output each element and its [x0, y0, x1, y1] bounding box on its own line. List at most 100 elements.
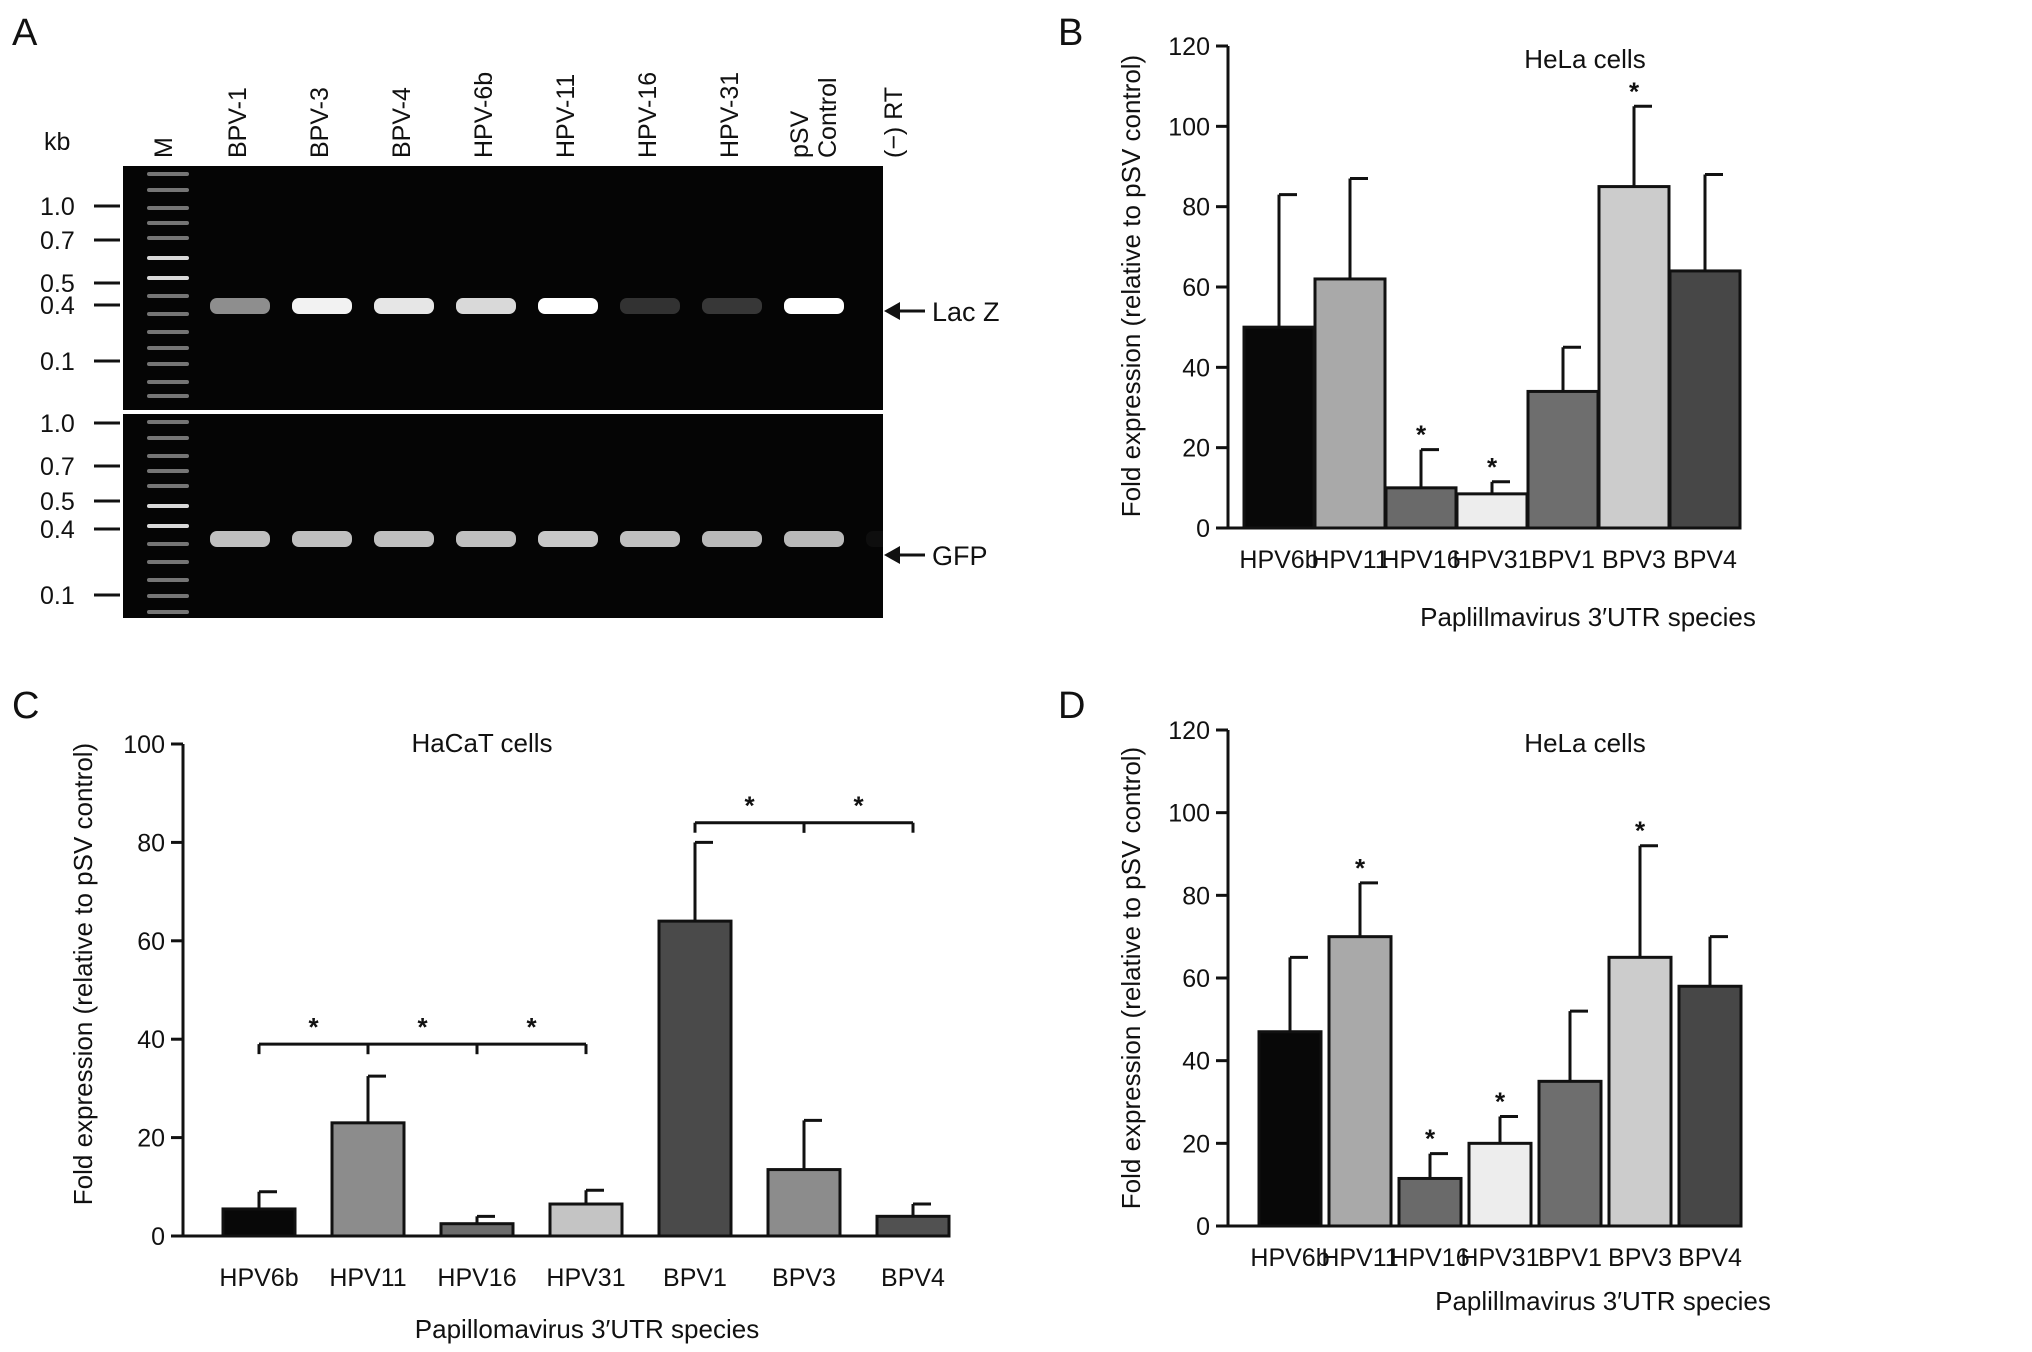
panel-label-b: B	[1058, 12, 1083, 54]
bar	[1455, 492, 1529, 530]
bar	[1607, 955, 1673, 1228]
gel-marker-band	[147, 330, 189, 334]
y-tick-label: 0	[151, 1223, 165, 1251]
gel-marker-band	[147, 276, 189, 280]
significance-star: *	[1355, 853, 1366, 883]
gel-marker-band	[147, 346, 189, 350]
bar	[1242, 325, 1316, 530]
y-tick-label: 20	[1182, 1130, 1210, 1158]
bar	[221, 1207, 297, 1238]
significance-star: *	[417, 1012, 428, 1042]
chart-b-title: HeLa cells	[1524, 44, 1645, 74]
y-tick-label: 80	[137, 829, 165, 857]
y-tick-label: 0	[1196, 1213, 1210, 1241]
gel-band	[210, 531, 270, 547]
bar	[1537, 1079, 1603, 1228]
y-tick-label: 40	[137, 1026, 165, 1054]
gel-lac-z-label: Lac Z	[932, 297, 1000, 327]
panel-label-a: A	[12, 12, 38, 54]
gel-marker-band	[147, 524, 189, 528]
significance-star: *	[1425, 1124, 1436, 1154]
gel-lane-label: HPV-6b	[470, 72, 498, 158]
bar	[875, 1214, 951, 1238]
bar	[330, 1121, 406, 1238]
gel-band	[210, 298, 270, 314]
gel-marker-band	[147, 394, 189, 398]
x-tick-label: BPV3	[1608, 1244, 1672, 1272]
bar	[1467, 1141, 1533, 1228]
bar	[1327, 935, 1393, 1228]
gel-lane-label: (−) RT	[880, 87, 908, 158]
gel-marker-band	[147, 221, 189, 225]
gel-marker-ladder-bottom	[147, 420, 189, 614]
gel-size-label: 1.0	[40, 410, 75, 438]
gel-band	[702, 531, 762, 547]
bar	[1384, 486, 1458, 530]
chart-panel-c: HaCaT cells Fold expression (relative to…	[68, 728, 951, 1344]
gel-panel: kb M BPV-1 BPV-3 BPV-4 HPV-6b HPV-11 HPV-16 HP…	[40, 72, 1000, 618]
x-tick-label: BPV4	[1678, 1244, 1742, 1272]
gel-size-scale-top: 1.0 0.7 0.50.4 0.1	[40, 193, 120, 376]
gel-marker-band	[147, 420, 189, 424]
chart-b-ylabel: Fold expression (relative to pSV control…	[1116, 55, 1146, 517]
gel-bands-gfp	[210, 531, 926, 547]
gel-band	[374, 531, 434, 547]
gel-size-scale-bottom: 1.0 0.7 0.50.4 0.1	[40, 410, 120, 610]
gel-gfp-label: GFP	[932, 541, 988, 571]
bar	[766, 1168, 842, 1238]
gel-band	[702, 298, 762, 314]
x-tick-label: BPV3	[772, 1264, 836, 1292]
gel-marker-band	[147, 294, 189, 298]
y-tick-label: 0	[1196, 515, 1210, 543]
significance-star: *	[308, 1012, 319, 1042]
y-tick-label: 120	[1168, 33, 1210, 61]
gel-size-label: 1.0	[40, 193, 75, 221]
y-tick-label: 20	[1182, 435, 1210, 463]
significance-star: *	[744, 791, 755, 821]
x-tick-label: HPV6b	[1250, 1244, 1329, 1272]
bar	[548, 1202, 624, 1238]
gel-lane-label: HPV-31	[716, 72, 744, 158]
gel-band	[620, 531, 680, 547]
x-tick-label: HPV11	[1321, 1244, 1398, 1272]
y-tick-label: 80	[1182, 194, 1210, 222]
gel-marker-band	[147, 362, 189, 366]
gel-marker-band	[147, 594, 189, 598]
gel-bottom-image	[123, 414, 883, 618]
bar	[1313, 277, 1387, 530]
gel-marker-band	[147, 236, 189, 240]
gel-marker-band	[147, 542, 189, 546]
gel-lane-label: BPV-3	[306, 87, 334, 158]
bar	[1257, 1030, 1323, 1228]
gel-marker-band	[147, 469, 189, 473]
x-tick-label: BPV3	[1602, 546, 1666, 574]
gel-band	[292, 298, 352, 314]
gel-marker-band	[147, 206, 189, 210]
gel-size-label: 0.1	[40, 582, 75, 610]
gel-band	[374, 298, 434, 314]
x-tick-label: HPV31	[1452, 546, 1531, 574]
y-tick-label: 100	[1168, 113, 1210, 141]
gel-size-label: 0.1	[40, 348, 75, 376]
bar	[1597, 185, 1671, 530]
significance-star: *	[853, 791, 864, 821]
chart-c-xlabel: Papillomavirus 3′UTR species	[415, 1314, 759, 1344]
gel-band	[784, 531, 844, 547]
gel-marker-band	[147, 484, 189, 488]
gel-marker-band	[147, 454, 189, 458]
gel-lane-label: Control	[814, 77, 842, 158]
y-tick-label: 20	[137, 1125, 165, 1153]
chart-panel-d: HeLa cells Fold expression (relative to …	[1116, 717, 1771, 1316]
gel-marker-band	[147, 188, 189, 192]
gel-marker-ladder-top	[147, 172, 189, 398]
x-tick-label: BPV1	[663, 1264, 727, 1292]
gel-band	[620, 298, 680, 314]
gel-marker-band	[147, 256, 189, 260]
panel-label-c: C	[12, 685, 39, 727]
chart-b-xlabel: Paplillmavirus 3′UTR species	[1420, 602, 1756, 632]
gel-size-label: 0.5	[40, 488, 75, 516]
bar	[439, 1222, 515, 1238]
gel-marker-band	[147, 380, 189, 384]
gel-kb-label: kb	[44, 128, 70, 156]
